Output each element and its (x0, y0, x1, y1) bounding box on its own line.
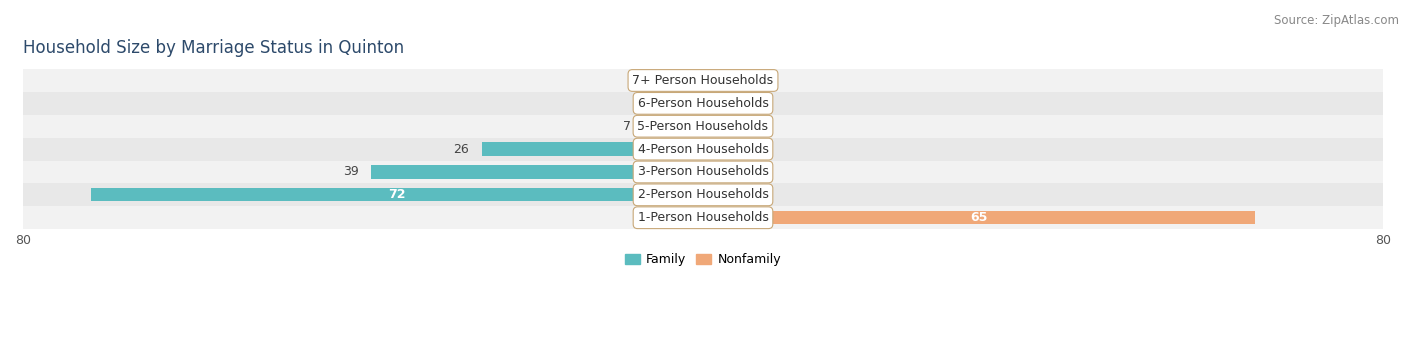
Text: Household Size by Marriage Status in Quinton: Household Size by Marriage Status in Qui… (22, 39, 404, 57)
Bar (661, 74, 703, 87)
Bar (703, 165, 745, 179)
Text: 7: 7 (623, 120, 631, 133)
Text: 0: 0 (758, 97, 766, 110)
Text: 0: 0 (640, 74, 648, 87)
Bar (703, 74, 745, 87)
Text: 1-Person Households: 1-Person Households (637, 211, 769, 224)
Text: 65: 65 (970, 211, 988, 224)
Bar (703, 143, 745, 156)
Bar (22, 161, 1384, 183)
Bar (703, 188, 745, 202)
Bar (661, 211, 703, 224)
Text: 0: 0 (758, 74, 766, 87)
Text: 0: 0 (758, 120, 766, 133)
Text: 0: 0 (640, 211, 648, 224)
Text: 0: 0 (758, 188, 766, 201)
Bar (91, 188, 703, 202)
Text: 39: 39 (343, 165, 359, 178)
Bar (371, 165, 703, 179)
Bar (22, 183, 1384, 206)
Bar (22, 206, 1384, 229)
Text: 5-Person Households: 5-Person Households (637, 120, 769, 133)
Text: 3-Person Households: 3-Person Households (637, 165, 769, 178)
Text: 0: 0 (758, 165, 766, 178)
Bar (482, 143, 703, 156)
Bar (703, 97, 745, 110)
Text: 0: 0 (758, 143, 766, 155)
Text: 4-Person Households: 4-Person Households (637, 143, 769, 155)
Bar (22, 138, 1384, 161)
Legend: Family, Nonfamily: Family, Nonfamily (620, 248, 786, 271)
Text: 6-Person Households: 6-Person Households (637, 97, 769, 110)
Text: 0: 0 (640, 97, 648, 110)
Text: 72: 72 (388, 188, 406, 201)
Bar (661, 97, 703, 110)
Bar (644, 120, 703, 133)
Text: 2-Person Households: 2-Person Households (637, 188, 769, 201)
Text: 26: 26 (454, 143, 470, 155)
Text: Source: ZipAtlas.com: Source: ZipAtlas.com (1274, 14, 1399, 27)
Text: 7+ Person Households: 7+ Person Households (633, 74, 773, 87)
Bar (22, 69, 1384, 92)
Bar (22, 115, 1384, 138)
Bar (703, 211, 1256, 224)
Bar (22, 92, 1384, 115)
Bar (703, 120, 745, 133)
